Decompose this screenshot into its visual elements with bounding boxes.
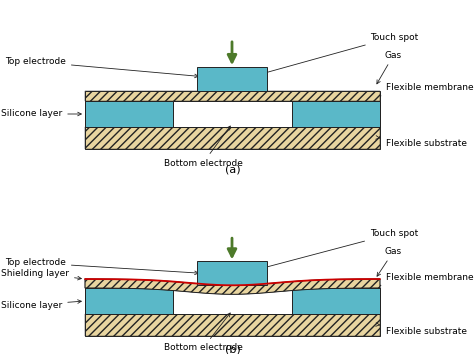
Text: Flexible substrate: Flexible substrate [376, 323, 467, 336]
Bar [197, 261, 267, 285]
Text: Flexible membrane: Flexible membrane [377, 273, 474, 288]
Text: Bottom electrode: Bottom electrode [164, 313, 242, 353]
Bar [85, 91, 380, 101]
Text: (b): (b) [225, 344, 240, 354]
Text: Top electrode: Top electrode [5, 57, 198, 78]
Text: Gas: Gas [377, 51, 402, 84]
Bar [173, 101, 292, 127]
Bar [85, 101, 380, 127]
Text: Top electrode: Top electrode [5, 258, 198, 275]
Bar [85, 91, 380, 101]
Text: Flexible substrate: Flexible substrate [376, 136, 467, 148]
Bar [85, 127, 380, 149]
Text: Shielding layer: Shielding layer [1, 269, 82, 280]
Text: Touch spot: Touch spot [251, 33, 418, 78]
Bar [85, 314, 380, 336]
Text: Flexible membrane: Flexible membrane [377, 84, 474, 98]
Bar [85, 288, 380, 314]
Bar [197, 67, 267, 91]
Polygon shape [85, 279, 380, 294]
Bar [85, 127, 380, 149]
Bar [85, 288, 173, 314]
Bar [292, 101, 380, 127]
Bar [292, 288, 380, 314]
Text: (a): (a) [225, 164, 240, 174]
Bar [173, 288, 292, 314]
Text: Gas: Gas [377, 247, 402, 276]
Text: Silicone layer: Silicone layer [1, 300, 82, 309]
Bar [85, 314, 380, 336]
Text: Bottom electrode: Bottom electrode [164, 126, 242, 167]
Text: Silicone layer: Silicone layer [1, 109, 82, 119]
Text: Touch spot: Touch spot [251, 229, 418, 272]
Bar [85, 101, 173, 127]
